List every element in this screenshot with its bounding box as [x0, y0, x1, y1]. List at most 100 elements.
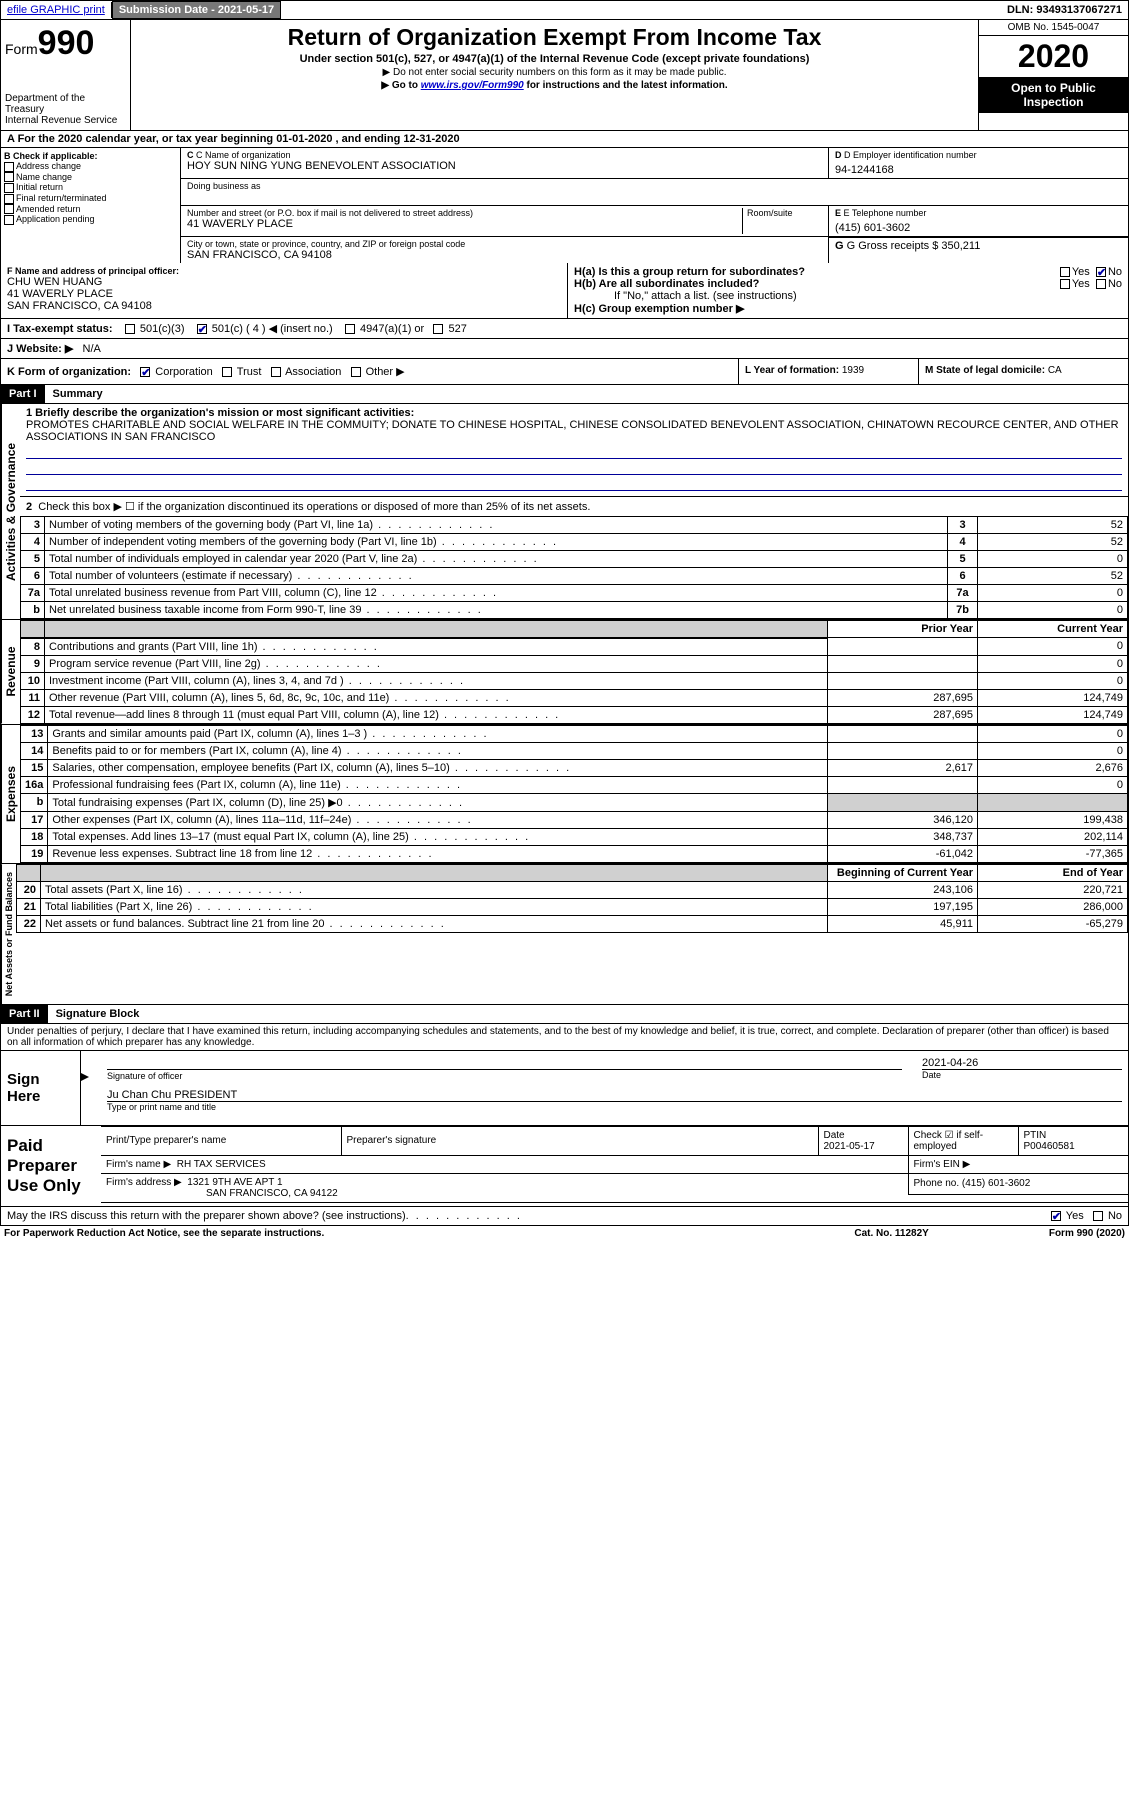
ssn-note: ▶ Do not enter social security numbers o…	[135, 67, 974, 78]
prior-year-hdr: Prior Year	[828, 621, 978, 638]
line-num: 19	[21, 845, 48, 862]
line-desc: Number of voting members of the governin…	[45, 517, 948, 534]
firm-addr-cell: Firm's address ▶ 1321 9TH AVE APT 1 SAN …	[101, 1173, 908, 1202]
firm-ein-cell: Firm's EIN ▶	[908, 1155, 1128, 1173]
current-year-val: 0	[978, 672, 1128, 689]
current-year-val: 0	[978, 638, 1128, 656]
vlabel-revenue: Revenue	[1, 620, 20, 724]
line-num: b	[21, 602, 45, 619]
line-desc: Total number of individuals employed in …	[45, 551, 948, 568]
hb-question: H(b) Are all subordinates included? Yes …	[574, 278, 1122, 290]
line-box: 6	[948, 568, 978, 585]
line-desc: Total fundraising expenses (Part IX, col…	[48, 793, 828, 811]
dln-label: DLN: 93493137067271	[1001, 2, 1128, 18]
tax-exempt-row: I Tax-exempt status: 501(c)(3) 501(c) ( …	[0, 319, 1129, 339]
revenue-table: Prior Year Current Year8 Contributions a…	[20, 620, 1128, 724]
prior-year-val: 2,617	[828, 759, 978, 776]
addr-label: Number and street (or P.O. box if mail i…	[187, 208, 742, 218]
line-num: 15	[21, 759, 48, 776]
vlabel-expenses: Expenses	[1, 725, 20, 863]
chk-trust[interactable]	[222, 367, 232, 377]
line-num: 11	[21, 689, 45, 706]
submission-date-button[interactable]: Submission Date - 2021-05-17	[112, 1, 281, 19]
current-year-val: 2,676	[978, 759, 1128, 776]
prep-date-cell: Date2021-05-17	[818, 1126, 908, 1155]
line-desc: Benefits paid to or for members (Part IX…	[48, 742, 828, 759]
irs-no[interactable]	[1093, 1211, 1103, 1221]
netassets-table: Beginning of Current Year End of Year20 …	[16, 864, 1128, 933]
irs-link[interactable]: www.irs.gov/Form990	[421, 80, 524, 91]
efile-link[interactable]: efile GRAPHIC print	[1, 2, 112, 18]
eoy-val: 286,000	[978, 898, 1128, 915]
arrow-icon	[81, 1073, 89, 1081]
sign-date-label: Date	[922, 1069, 1122, 1080]
line-box: 4	[948, 534, 978, 551]
chk-501c3[interactable]	[125, 324, 135, 334]
line-num: b	[21, 793, 48, 811]
line-num: 21	[17, 898, 41, 915]
goto-note: ▶ Go to www.irs.gov/Form990 for instruct…	[135, 80, 974, 91]
form-ref: Form 990 (2020)	[1049, 1228, 1125, 1239]
chk-other[interactable]	[351, 367, 361, 377]
line-desc: Other expenses (Part IX, column (A), lin…	[48, 811, 828, 828]
officer-addr1: 41 WAVERLY PLACE	[7, 288, 561, 300]
line-desc: Other revenue (Part VIII, column (A), li…	[45, 689, 828, 706]
preparer-block: Paid Preparer Use Only Print/Type prepar…	[0, 1126, 1129, 1207]
year-formation: L Year of formation: 1939	[738, 359, 918, 384]
chk-final-return[interactable]: Final return/terminated	[4, 193, 177, 204]
prior-year-val: 346,120	[828, 811, 978, 828]
boy-val: 197,195	[828, 898, 978, 915]
vlabel-activities: Activities & Governance	[1, 404, 20, 619]
line-num: 10	[21, 672, 45, 689]
hb-yes[interactable]	[1060, 279, 1070, 289]
chk-application-pending[interactable]: Application pending	[4, 214, 177, 225]
chk-amended-return[interactable]: Amended return	[4, 204, 177, 215]
part1-header: Part I Summary	[0, 385, 1129, 404]
line-box: 3	[948, 517, 978, 534]
line-num: 12	[21, 706, 45, 723]
section-bcdeg: B Check if applicable: Address change Na…	[0, 148, 1129, 263]
mission-text: PROMOTES CHARITABLE AND SOCIAL WELFARE I…	[26, 419, 1122, 443]
line-num: 5	[21, 551, 45, 568]
chk-corp[interactable]	[140, 367, 150, 377]
current-year-val: 0	[978, 742, 1128, 759]
line-num: 9	[21, 655, 45, 672]
line-num: 6	[21, 568, 45, 585]
chk-address-change[interactable]: Address change	[4, 161, 177, 172]
line-desc: Revenue less expenses. Subtract line 18 …	[48, 845, 828, 862]
current-year-val: -77,365	[978, 845, 1128, 862]
chk-501c[interactable]	[197, 324, 207, 334]
chk-4947[interactable]	[345, 324, 355, 334]
current-year-val: 0	[978, 725, 1128, 742]
chk-527[interactable]	[433, 324, 443, 334]
firm-name-cell: Firm's name ▶ RH TAX SERVICES	[101, 1155, 908, 1173]
ha-no[interactable]	[1096, 267, 1106, 277]
cat-number: Cat. No. 11282Y	[854, 1228, 928, 1239]
irs-yes[interactable]	[1051, 1211, 1061, 1221]
ha-yes[interactable]	[1060, 267, 1070, 277]
line-num: 17	[21, 811, 48, 828]
dba-label: Doing business as	[187, 181, 822, 191]
hb-no[interactable]	[1096, 279, 1106, 289]
ha-question: H(a) Is this a group return for subordin…	[574, 266, 1122, 278]
line-desc: Professional fundraising fees (Part IX, …	[48, 776, 828, 793]
line-num: 8	[21, 638, 45, 656]
form-title: Return of Organization Exempt From Incom…	[135, 24, 974, 51]
governance-table: 3 Number of voting members of the govern…	[20, 516, 1128, 619]
prior-year-val	[828, 672, 978, 689]
irs-label: Internal Revenue Service	[5, 115, 126, 126]
activities-section: Activities & Governance 1 Briefly descri…	[0, 404, 1129, 620]
chk-initial-return[interactable]: Initial return	[4, 182, 177, 193]
officer-sig-line[interactable]: Signature of officer	[107, 1069, 902, 1081]
line-value: 0	[978, 602, 1128, 619]
eoy-val: 220,721	[978, 881, 1128, 898]
q1-label: 1 Briefly describe the organization's mi…	[26, 407, 1122, 419]
website-row: J Website: ▶ N/A	[0, 339, 1129, 359]
vlabel-netassets: Net Assets or Fund Balances	[1, 864, 16, 1004]
line-value: 52	[978, 517, 1128, 534]
line-num: 13	[21, 725, 48, 742]
prep-selfemp-cell[interactable]: Check ☑ if self-employed	[908, 1126, 1018, 1155]
boy-val: 45,911	[828, 915, 978, 932]
chk-assoc[interactable]	[271, 367, 281, 377]
chk-name-change[interactable]: Name change	[4, 172, 177, 183]
